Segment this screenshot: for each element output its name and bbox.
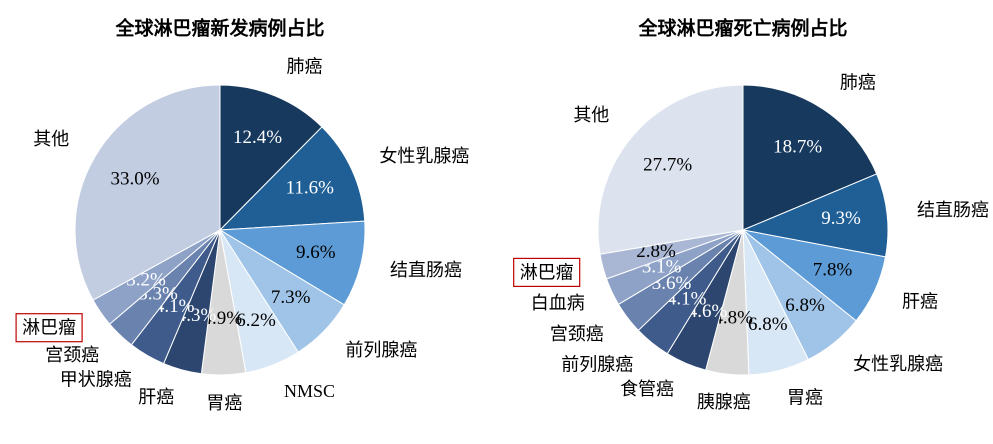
category-label: 淋巴瘤 <box>22 318 76 338</box>
value-label: 7.3% <box>271 287 311 308</box>
category-label: 宫颈癌 <box>45 345 99 365</box>
value-label: 6.2% <box>236 310 276 331</box>
value-label: 33.0% <box>111 168 160 189</box>
pie-slice <box>741 173 889 258</box>
value-label: 4.3% <box>177 305 217 326</box>
category-label: 前列腺癌 <box>345 340 417 360</box>
value-label: 9.6% <box>296 242 336 263</box>
category-label: 胃癌 <box>787 388 823 408</box>
category-label: 肺癌 <box>287 56 323 76</box>
category-label: 女性乳腺癌 <box>379 146 469 166</box>
value-label: 4.9% <box>202 308 242 329</box>
category-label: 宫颈癌 <box>550 324 604 344</box>
value-label: 18.7% <box>773 136 822 157</box>
value-label: 6.8% <box>785 295 825 316</box>
pie-slice <box>597 84 744 255</box>
category-label: 肝癌 <box>138 387 174 407</box>
category-label: 甲状腺癌 <box>60 369 132 389</box>
pie-slice <box>74 84 221 301</box>
value-label: 9.3% <box>821 208 861 229</box>
value-label: 4.8% <box>713 308 753 329</box>
category-label: 肺癌 <box>840 72 876 92</box>
pie-slice <box>218 220 366 306</box>
category-label: 肝癌 <box>902 291 938 311</box>
category-label: 其他 <box>573 105 609 125</box>
pie-slice <box>742 84 878 231</box>
value-label: 11.6% <box>286 178 335 199</box>
category-label: 胃癌 <box>206 393 242 413</box>
category-label: 前列腺癌 <box>561 354 633 374</box>
category-label: 其他 <box>33 129 69 149</box>
highlight-box <box>513 257 581 288</box>
value-label: 27.7% <box>643 155 692 176</box>
highlight-box <box>15 313 83 343</box>
pie-slice <box>218 126 366 231</box>
pie-slice <box>219 84 323 232</box>
chart-title: 全球淋巴瘤新发病例占比 <box>114 16 324 39</box>
category-label: 结直肠癌 <box>390 260 462 280</box>
value-label: 12.4% <box>233 127 282 148</box>
category-label: 结直肠癌 <box>917 200 989 220</box>
category-label: 淋巴瘤 <box>520 262 574 282</box>
category-label: 女性乳腺癌 <box>853 354 943 374</box>
value-label: 6.8% <box>748 314 788 335</box>
category-label: 白血病 <box>531 293 585 313</box>
category-label: 胰腺癌 <box>697 392 751 412</box>
chart-title: 全球淋巴瘤死亡病例占比 <box>637 16 847 39</box>
category-label: 食管癌 <box>620 379 674 399</box>
value-label: 7.8% <box>813 260 853 281</box>
value-label: 4.6% <box>688 301 728 322</box>
category-label: NMSC <box>284 381 335 401</box>
